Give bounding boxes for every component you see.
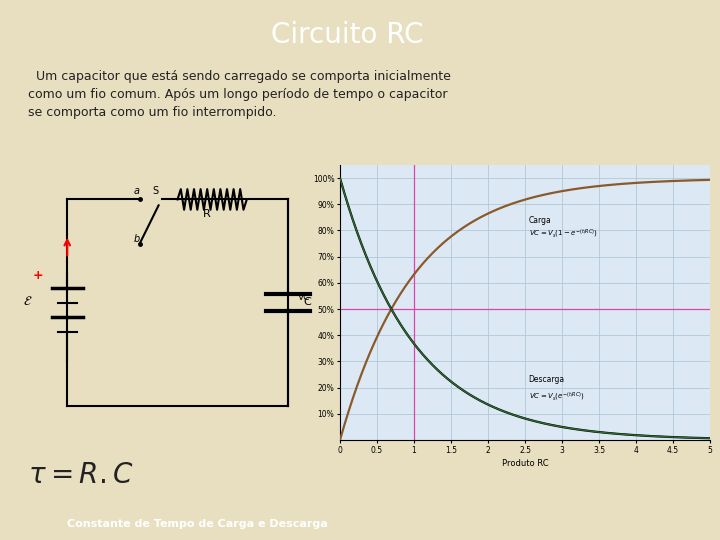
Text: Carga: Carga (528, 215, 552, 225)
Text: $\tau = R.C$: $\tau = R.C$ (28, 461, 134, 489)
Text: b: b (133, 234, 140, 244)
Text: $VC=V_s(1-e^{-(t/RC)})$: $VC=V_s(1-e^{-(t/RC)})$ (528, 227, 598, 239)
Text: $VC=V_s(e^{-(t/RC)})$: $VC=V_s(e^{-(t/RC)})$ (528, 389, 585, 402)
Text: +: + (32, 269, 43, 282)
Text: Um capacitor que está sendo carregado se comporta inicialmente
como um fio comum: Um capacitor que está sendo carregado se… (28, 70, 451, 119)
Text: $\mathcal{E}$: $\mathcal{E}$ (23, 295, 32, 308)
Text: S: S (153, 186, 158, 195)
Text: Circuito RC: Circuito RC (271, 21, 424, 49)
Text: Descarga: Descarga (528, 375, 564, 384)
Text: R: R (203, 209, 210, 219)
Text: Constante de Tempo de Carga e Descarga: Constante de Tempo de Carga e Descarga (67, 519, 328, 529)
X-axis label: Produto RC: Produto RC (502, 458, 549, 468)
Text: C: C (304, 298, 311, 307)
Text: a: a (133, 186, 140, 195)
Y-axis label: VC: VC (298, 294, 310, 302)
